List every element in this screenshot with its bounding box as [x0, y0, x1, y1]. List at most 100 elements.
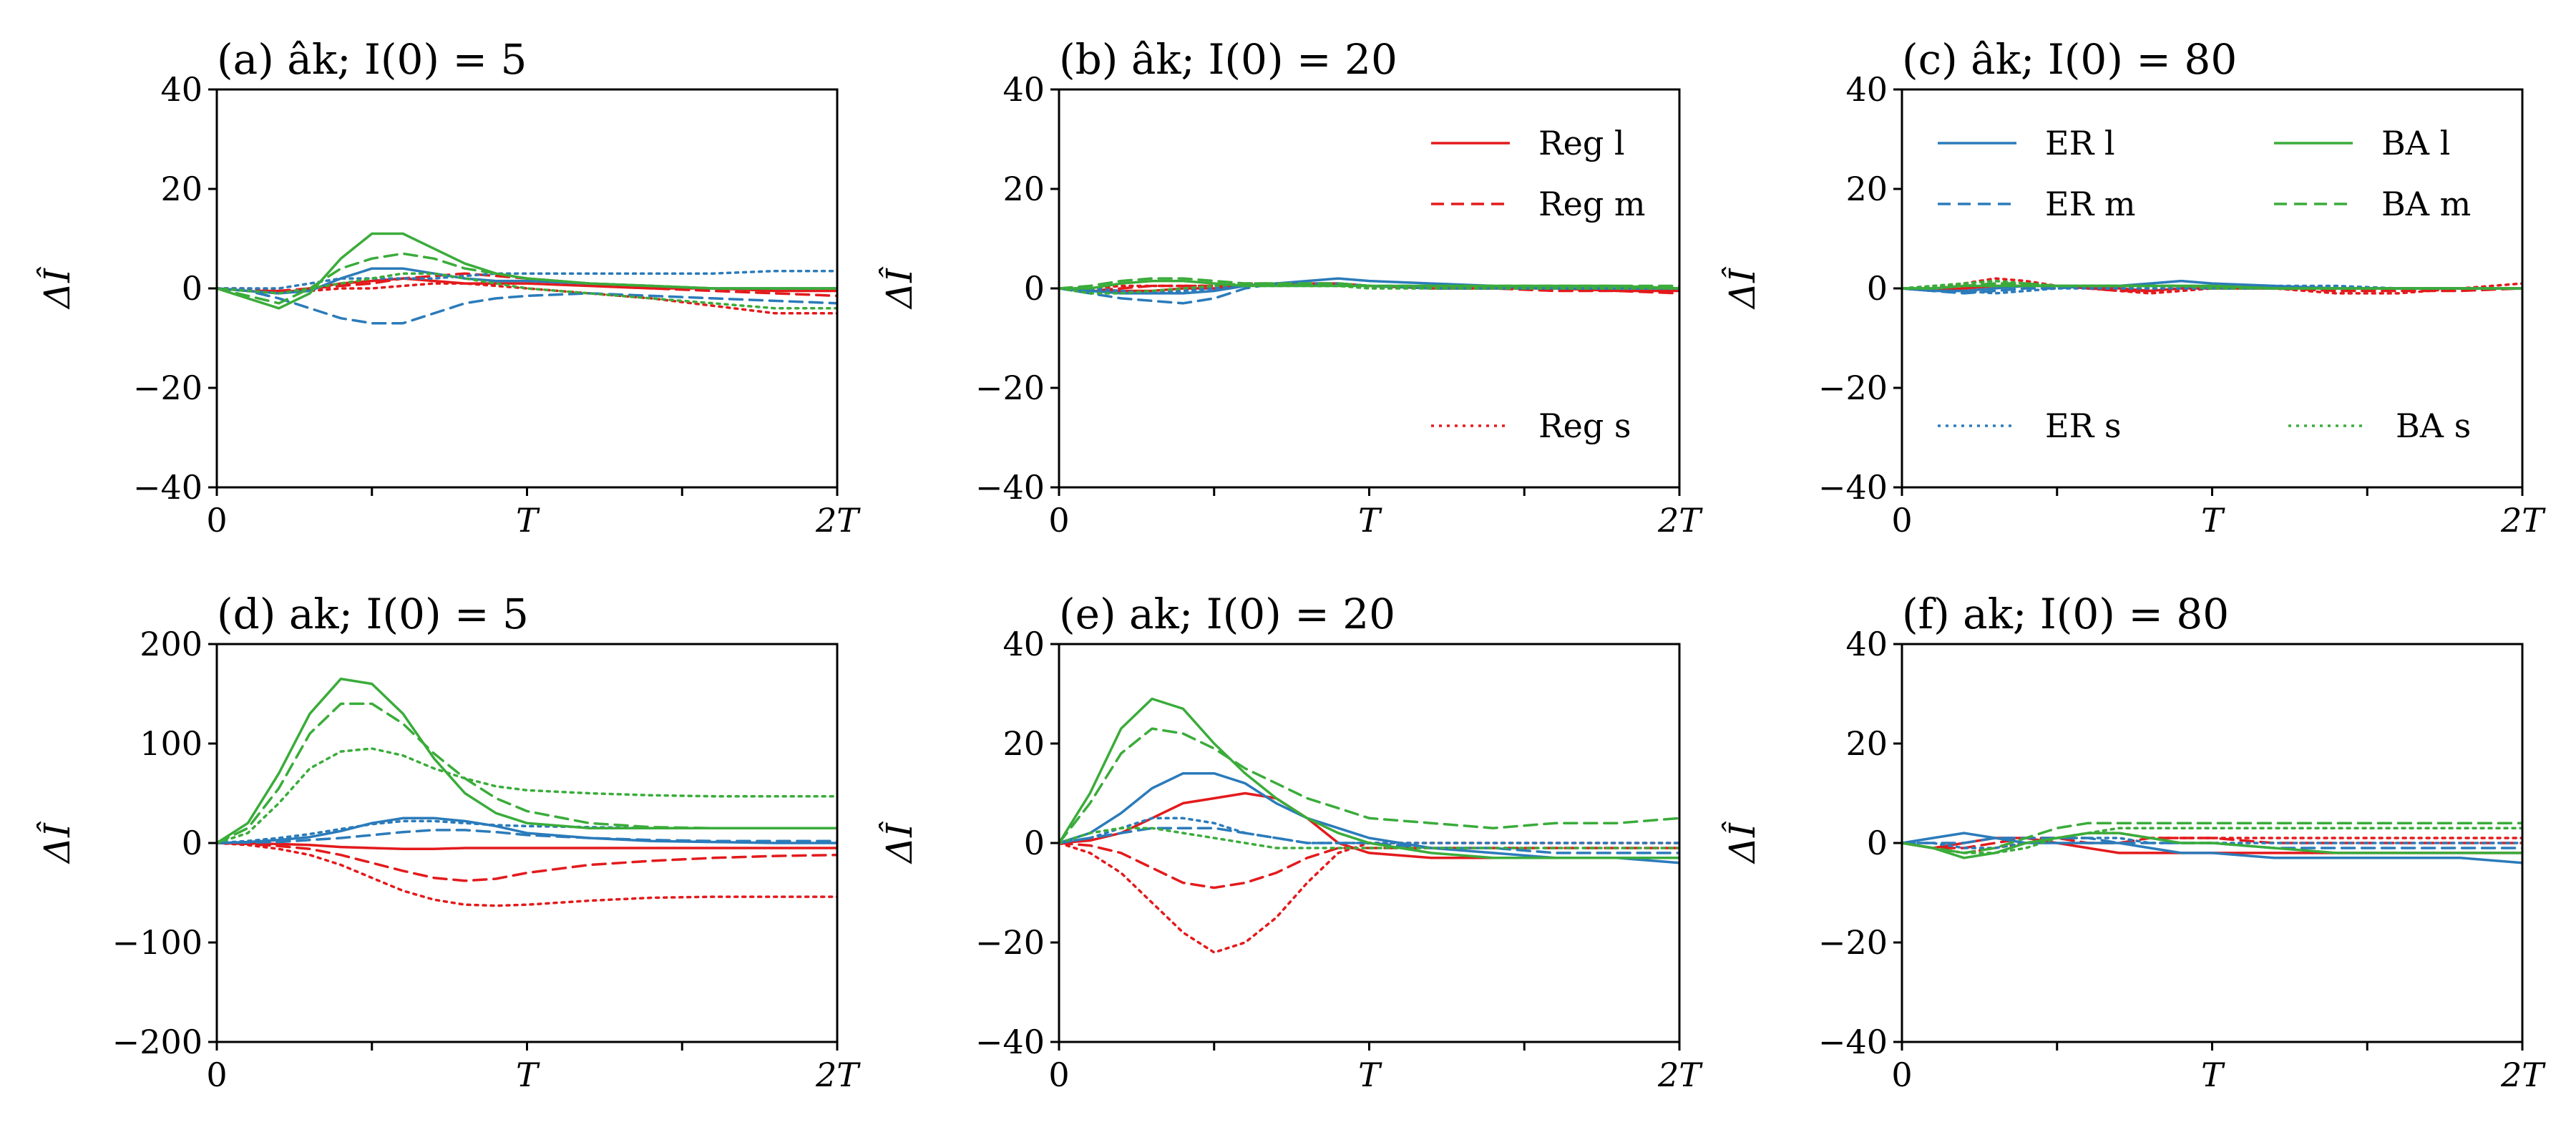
panel-title: (b) âk; I(0) = 20 — [1059, 35, 1397, 84]
panel-title: (e) ak; I(0) = 20 — [1059, 590, 1395, 638]
legend-label: Reg m — [1538, 185, 1646, 223]
x-tick-label: 0 — [206, 501, 227, 540]
y-tick-label: 20 — [160, 170, 203, 208]
series-line-ba-l — [217, 232, 837, 310]
series-line-ba-m — [1059, 277, 1679, 290]
series-line-reg-s — [1059, 842, 1679, 954]
x-tick-label: T — [1358, 501, 1382, 540]
x-tick-label: 2T — [815, 501, 861, 540]
y-tick-label: 20 — [1002, 724, 1045, 763]
y-tick-label: −100 — [112, 923, 203, 962]
y-axis-label: ΔÎ — [36, 821, 78, 864]
x-tick-label: 2T — [2500, 501, 2546, 540]
panel-title: (c) âk; I(0) = 80 — [1902, 35, 2237, 84]
series-line-ba-m — [217, 702, 837, 844]
y-tick-label: −20 — [1818, 369, 1888, 407]
y-tick-label: −40 — [975, 468, 1045, 507]
series-line-er-l — [1902, 832, 2522, 864]
y-tick-label: 0 — [1024, 824, 1045, 862]
x-tick-label: 0 — [1048, 1056, 1069, 1094]
y-axis-label: ΔÎ — [878, 266, 920, 310]
legend-label: Reg s — [1538, 406, 1631, 445]
y-tick-label: −40 — [1818, 468, 1888, 507]
series-line-er-m — [1902, 837, 2522, 849]
x-tick-label: 2T — [815, 1056, 861, 1094]
series-line-er-m — [1059, 827, 1679, 854]
series-line-ba-l — [1059, 697, 1679, 859]
series-line-ba-m — [217, 252, 837, 305]
x-tick-label: 2T — [1657, 1056, 1703, 1094]
series-line-ba-s — [217, 272, 837, 310]
y-axis-label: ΔÎ — [878, 821, 920, 864]
x-tick-label: 2T — [2500, 1056, 2546, 1094]
series-line-reg-l — [217, 842, 837, 851]
y-tick-label: 40 — [1845, 70, 1888, 109]
legend-label: ER l — [2045, 124, 2115, 162]
y-tick-label: 40 — [1002, 70, 1045, 109]
series-line-ba-l — [1902, 832, 2522, 859]
series-line-ba-m — [1059, 727, 1679, 844]
x-tick-label: 0 — [1048, 501, 1069, 540]
series-line-er-s — [217, 269, 837, 290]
series-line-reg-m — [217, 842, 837, 882]
series-group — [217, 677, 837, 907]
series-line-ba-s — [1902, 827, 2522, 854]
panel-title: (a) âk; I(0) = 5 — [217, 35, 527, 84]
y-tick-label: 0 — [1024, 269, 1045, 308]
panel-title: (d) ak; I(0) = 5 — [217, 590, 529, 638]
series-line-reg-m — [1059, 842, 1679, 890]
series-group — [1059, 277, 1679, 305]
y-tick-label: 20 — [1845, 170, 1888, 208]
y-tick-label: 40 — [1845, 625, 1888, 663]
x-tick-label: 0 — [1891, 501, 1912, 540]
y-axis-label: ΔÎ — [1721, 821, 1763, 864]
series-line-er-l — [1059, 771, 1679, 864]
x-tick-label: T — [1358, 1056, 1382, 1094]
series-line-reg-l — [1902, 837, 2522, 854]
series-line-er-m — [217, 829, 837, 844]
legend-label: BA s — [2396, 406, 2471, 445]
y-axis-label: ΔÎ — [36, 266, 78, 310]
legend-label: BA m — [2381, 185, 2471, 223]
legend: ER l BA l ER m BA m ER s BA s — [1938, 124, 2471, 445]
y-tick-label: −40 — [133, 468, 203, 507]
x-tick-label: 0 — [206, 1056, 227, 1094]
y-tick-label: −20 — [975, 369, 1045, 407]
y-tick-label: 0 — [1867, 824, 1888, 862]
legend-label: ER s — [2045, 406, 2121, 445]
y-tick-label: −40 — [1818, 1023, 1888, 1061]
y-tick-label: −20 — [133, 369, 203, 407]
legend-label: Reg l — [1538, 124, 1625, 162]
series-group — [1059, 697, 1679, 954]
x-tick-label: 0 — [1891, 1056, 1912, 1094]
legend: Reg l Reg m Reg s — [1431, 124, 1646, 445]
y-tick-label: 40 — [160, 70, 203, 109]
y-tick-label: 0 — [182, 269, 203, 308]
series-line-ba-s — [1059, 827, 1679, 849]
y-tick-label: −200 — [112, 1023, 203, 1061]
x-tick-label: T — [2201, 1056, 2225, 1094]
x-tick-label: T — [516, 501, 540, 540]
x-tick-label: 2T — [1657, 501, 1703, 540]
series-line-ba-s — [1059, 282, 1679, 295]
y-tick-label: −20 — [975, 923, 1045, 962]
y-tick-label: 200 — [140, 625, 203, 663]
y-tick-label: 100 — [140, 724, 203, 763]
series-group — [1902, 277, 2522, 295]
series-line-reg-s — [1902, 277, 2522, 295]
y-tick-label: 0 — [1867, 269, 1888, 308]
series-line-reg-s — [217, 842, 837, 907]
series-line-er-s — [1902, 837, 2522, 849]
panel-title: (f) ak; I(0) = 80 — [1902, 590, 2229, 638]
series-line-ba-s — [217, 747, 837, 844]
series-line-er-m — [217, 287, 837, 325]
series-group — [1902, 822, 2522, 864]
series-line-ba-s — [1902, 279, 2522, 290]
